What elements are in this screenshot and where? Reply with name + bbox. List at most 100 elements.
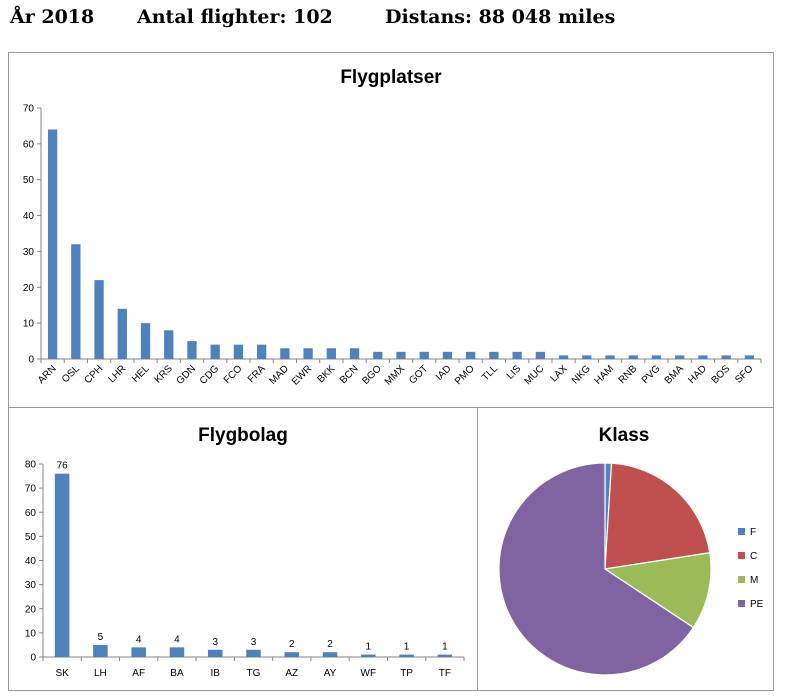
y-tick-label: 40 [23, 211, 35, 222]
year-label: År 2018 [10, 6, 95, 28]
class-chart-panel: Klass F C M PE [477, 407, 774, 691]
x-tick-label: EWR [290, 363, 314, 387]
x-tick-label: KRS [153, 363, 176, 386]
y-tick-label: 50 [23, 175, 35, 186]
bar [605, 355, 615, 359]
summary-header: År 2018 Antal flighter: 102 Distans: 88 … [10, 6, 780, 36]
x-tick-label: FRA [246, 363, 268, 385]
x-tick-label: TLL [480, 363, 500, 383]
x-tick-label: BOS [710, 363, 733, 386]
data-label: 4 [136, 634, 142, 645]
bar [373, 351, 383, 359]
x-tick-label: TF [439, 668, 451, 679]
x-tick-label: GOT [407, 363, 430, 386]
x-tick-label: NKG [570, 363, 593, 386]
x-tick-label: SK [55, 668, 69, 679]
bar [71, 244, 81, 359]
legend-swatch [738, 576, 745, 583]
y-tick-label: 70 [23, 104, 35, 115]
x-tick-label: CPH [82, 363, 105, 386]
bar [651, 355, 662, 359]
bar [280, 348, 290, 359]
bar [721, 355, 731, 359]
x-tick-label: PVG [640, 363, 663, 386]
legend-label: F [750, 527, 756, 538]
chart-title: Flygplatser [340, 67, 442, 88]
x-tick-label: BGO [360, 363, 384, 387]
x-tick-label: CDG [198, 363, 222, 387]
bar [187, 341, 197, 359]
y-tick-label: 40 [25, 556, 37, 567]
bar [675, 355, 685, 359]
bar [744, 355, 755, 359]
bar [399, 654, 414, 657]
x-tick-label: HAM [593, 363, 617, 387]
bar [419, 351, 429, 359]
y-tick-label: 60 [25, 508, 37, 519]
bar [303, 348, 313, 359]
pie-slice [498, 462, 695, 676]
x-tick-label: SFO [733, 363, 755, 385]
airports-chart-panel: Flygplatser 0 10 20 30 40 50 60 70 ARN OSL CPH LHR HE… [8, 52, 774, 409]
y-tick-label: 30 [25, 580, 37, 591]
x-tick-label: HAD [686, 363, 709, 386]
y-tick-label: 30 [23, 247, 35, 258]
airlines-chart-panel: Flygbolag 0 10 20 30 40 50 60 70 80 SK 76 LH 5 AF 4 BA 4 I… [8, 407, 479, 691]
chart-title: Flygbolag [198, 425, 288, 446]
legend-swatch [738, 528, 745, 535]
x-tick-label: BCN [338, 363, 361, 386]
bar [582, 355, 592, 359]
y-tick-label: 50 [25, 532, 37, 543]
pie-slice [603, 552, 712, 629]
bar [489, 351, 499, 359]
legend-label: C [750, 551, 757, 562]
airports-chart: Flygplatser 0 10 20 30 40 50 60 70 ARN OSL CPH LHR HE… [23, 67, 762, 388]
bar [140, 323, 151, 359]
data-label: 76 [57, 461, 69, 472]
y-tick-label: 70 [25, 484, 37, 495]
y-tick-label: 20 [23, 283, 35, 294]
data-label: 1 [366, 642, 372, 653]
chart-title: Klass [599, 425, 650, 446]
bar [628, 355, 638, 359]
flight-count-label: Antal flighter: 102 [137, 6, 333, 28]
x-tick-label: IB [211, 668, 221, 679]
bar [437, 654, 453, 657]
x-tick-label: FCO [222, 363, 245, 386]
airlines-chart: Flygbolag 0 10 20 30 40 50 60 70 80 SK 76 LH 5 AF 4 BA 4 I… [25, 425, 465, 679]
legend-label: PE [750, 599, 764, 610]
data-label: 4 [174, 634, 180, 645]
bar [257, 344, 267, 359]
data-label: 2 [327, 639, 333, 650]
legend-swatch [738, 600, 745, 607]
x-tick-label: TG [247, 668, 261, 679]
bar [349, 348, 360, 359]
y-tick-label: 20 [25, 604, 37, 615]
data-label: 2 [289, 639, 295, 650]
bar [210, 344, 220, 359]
x-tick-label: OSL [60, 363, 82, 385]
x-tick-label: LH [94, 668, 107, 679]
bar [322, 652, 338, 657]
bar [396, 351, 406, 359]
bar [207, 649, 223, 657]
x-tick-label: BMA [663, 363, 686, 386]
x-tick-label: ARN [36, 363, 59, 386]
x-tick-label: MUC [523, 363, 547, 387]
bar [558, 355, 569, 359]
bar [94, 280, 104, 359]
bar [117, 308, 127, 359]
x-tick-label: HEL [130, 363, 152, 385]
x-tick-label: GDN [175, 363, 199, 387]
x-tick-label: AF [132, 668, 145, 679]
data-label: 3 [251, 637, 257, 648]
bar [169, 647, 185, 657]
x-tick-label: TP [400, 668, 413, 679]
x-tick-label: RNB [617, 363, 640, 386]
legend-label: M [750, 575, 758, 586]
x-tick-label: MMX [383, 363, 408, 388]
y-tick-label: 10 [23, 319, 35, 330]
bar [466, 351, 476, 359]
bar [284, 652, 300, 657]
bar [233, 344, 244, 359]
